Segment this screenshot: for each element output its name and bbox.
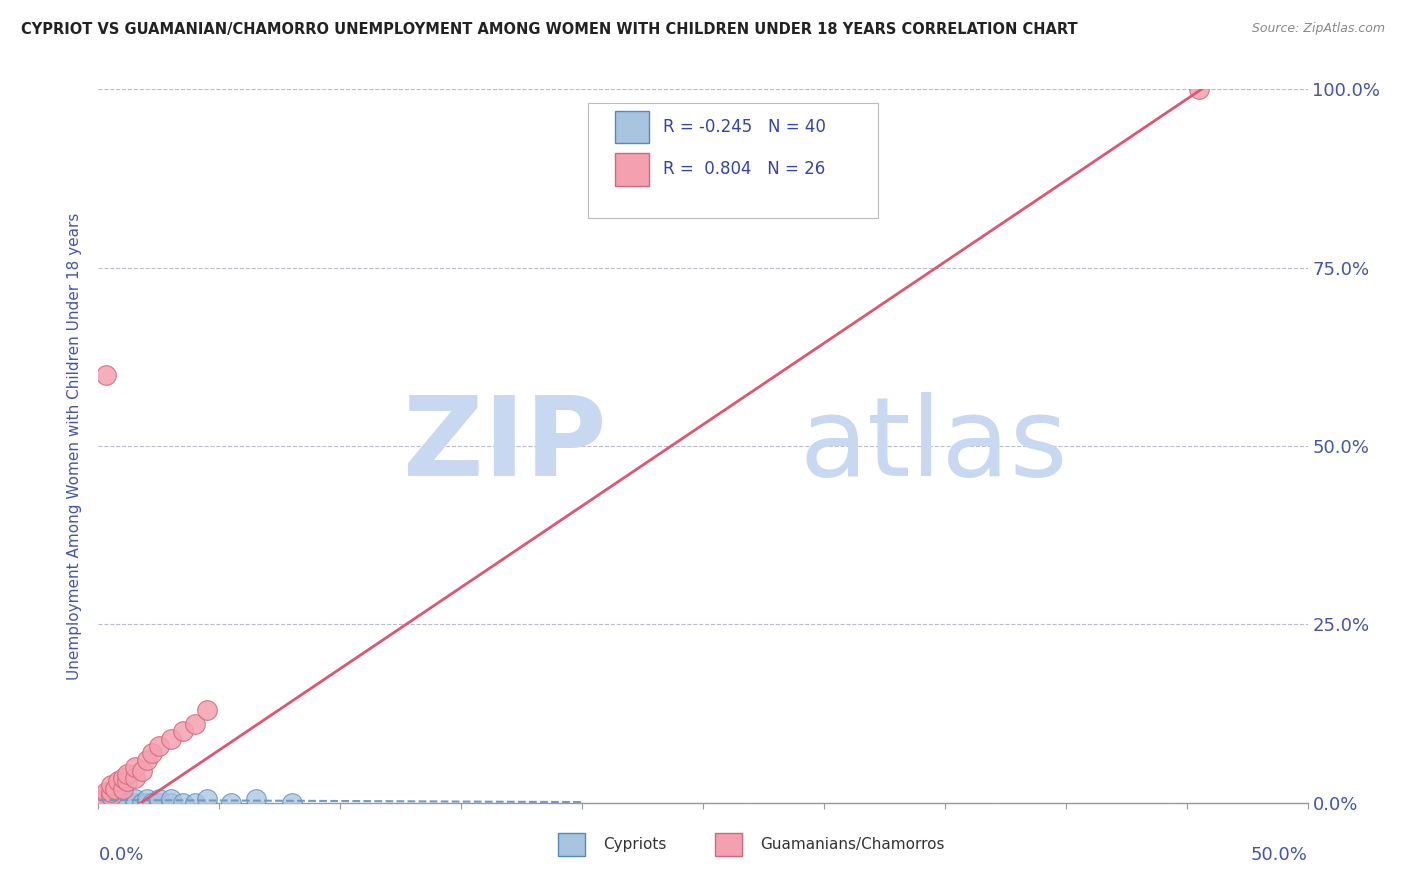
- Point: [87, 796, 110, 810]
- Point: [184, 717, 207, 731]
- Point: [124, 792, 146, 806]
- Point: [87, 796, 110, 810]
- Point: [94, 796, 117, 810]
- Point: [94, 785, 117, 799]
- Point: [94, 368, 117, 382]
- Text: R =  0.804   N = 26: R = 0.804 N = 26: [664, 161, 825, 178]
- Text: Cypriots: Cypriots: [603, 838, 666, 853]
- Point: [87, 796, 110, 810]
- Point: [195, 703, 218, 717]
- FancyBboxPatch shape: [588, 103, 879, 218]
- Point: [91, 789, 114, 803]
- Text: 50.0%: 50.0%: [1251, 846, 1308, 863]
- Text: R = -0.245   N = 40: R = -0.245 N = 40: [664, 118, 825, 136]
- Point: [245, 792, 267, 806]
- Point: [124, 760, 146, 774]
- Point: [184, 796, 207, 810]
- Point: [87, 796, 110, 810]
- Point: [104, 792, 127, 806]
- Point: [100, 785, 122, 799]
- Point: [87, 796, 110, 810]
- Point: [107, 774, 129, 789]
- Point: [87, 796, 110, 810]
- Point: [281, 796, 304, 810]
- Text: ZIP: ZIP: [404, 392, 606, 500]
- Point: [111, 796, 134, 810]
- Point: [111, 792, 134, 806]
- Point: [87, 796, 110, 810]
- Point: [1188, 82, 1211, 96]
- Point: [221, 796, 243, 810]
- Point: [124, 796, 146, 810]
- Point: [100, 778, 122, 792]
- Point: [87, 796, 110, 810]
- Point: [160, 792, 183, 806]
- Point: [87, 796, 110, 810]
- Point: [172, 796, 194, 810]
- Point: [124, 771, 146, 785]
- Point: [87, 796, 110, 810]
- Point: [172, 724, 194, 739]
- Point: [104, 781, 127, 796]
- Point: [117, 796, 139, 810]
- Point: [117, 796, 139, 810]
- Text: Guamanians/Chamorros: Guamanians/Chamorros: [759, 838, 945, 853]
- Point: [87, 796, 110, 810]
- Point: [160, 731, 183, 746]
- Point: [135, 753, 157, 767]
- Point: [87, 796, 110, 810]
- Point: [94, 796, 117, 810]
- Point: [148, 739, 170, 753]
- Point: [131, 796, 153, 810]
- Bar: [716, 833, 742, 856]
- Point: [100, 796, 122, 810]
- Point: [135, 792, 157, 806]
- Point: [195, 792, 218, 806]
- Point: [131, 764, 153, 778]
- Point: [148, 792, 170, 806]
- Bar: [614, 153, 648, 186]
- Point: [160, 796, 183, 810]
- Point: [87, 792, 110, 806]
- Text: atlas: atlas: [800, 392, 1069, 500]
- Point: [111, 796, 134, 810]
- Point: [117, 767, 139, 781]
- Bar: [614, 111, 648, 143]
- Point: [135, 796, 157, 810]
- Y-axis label: Unemployment Among Women with Children Under 18 years: Unemployment Among Women with Children U…: [67, 212, 83, 680]
- Point: [94, 792, 117, 806]
- Point: [100, 796, 122, 810]
- Point: [104, 796, 127, 810]
- Point: [111, 771, 134, 785]
- Point: [87, 796, 110, 810]
- Point: [148, 796, 170, 810]
- Point: [141, 746, 163, 760]
- Text: Source: ZipAtlas.com: Source: ZipAtlas.com: [1251, 22, 1385, 36]
- Point: [87, 796, 110, 810]
- Point: [141, 796, 163, 810]
- Point: [117, 774, 139, 789]
- Point: [111, 781, 134, 796]
- Text: CYPRIOT VS GUAMANIAN/CHAMORRO UNEMPLOYMENT AMONG WOMEN WITH CHILDREN UNDER 18 YE: CYPRIOT VS GUAMANIAN/CHAMORRO UNEMPLOYME…: [21, 22, 1078, 37]
- Text: 0.0%: 0.0%: [98, 846, 143, 863]
- Point: [100, 789, 122, 803]
- Bar: [558, 833, 585, 856]
